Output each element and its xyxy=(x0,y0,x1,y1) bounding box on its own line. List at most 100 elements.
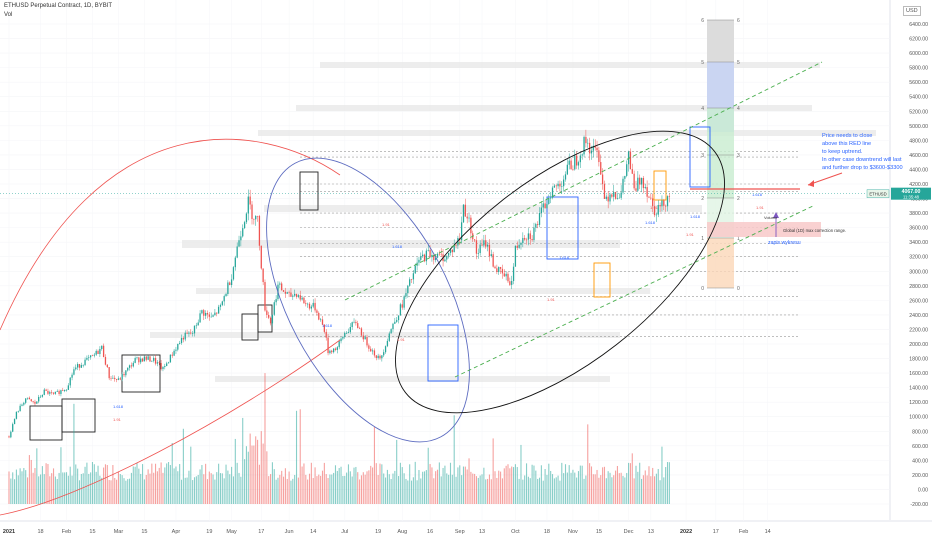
volume-bar xyxy=(338,468,340,504)
candle-body xyxy=(117,378,120,380)
candle-body xyxy=(216,312,218,314)
candle-body xyxy=(179,343,181,344)
volume-bar xyxy=(550,470,552,504)
candle-body xyxy=(477,253,479,254)
volume-bar xyxy=(448,474,450,504)
time-tick-label: 19 xyxy=(206,529,212,535)
candle-body xyxy=(603,184,606,199)
volume-bar xyxy=(659,480,661,504)
volume-bar xyxy=(132,466,134,504)
volume-bar xyxy=(548,463,550,504)
candle-body xyxy=(60,390,62,394)
volume-bar xyxy=(134,466,136,504)
price-tick-label: 5000.00 xyxy=(909,124,928,130)
candle-body xyxy=(611,194,613,197)
support-zone xyxy=(196,288,650,294)
fib-label-blue: 1.618 xyxy=(322,323,333,328)
volume-bar xyxy=(425,470,427,504)
volume-bar xyxy=(108,480,110,504)
candle-body xyxy=(327,337,329,354)
time-tick-label: Apr xyxy=(172,529,181,535)
volume-bar xyxy=(316,476,318,504)
volume-bar xyxy=(533,465,535,504)
volume-bar xyxy=(64,472,66,504)
price-tick-label: 0.00 xyxy=(918,487,928,493)
volume-bar xyxy=(388,474,390,504)
volume-bar xyxy=(401,467,403,504)
candle-body xyxy=(447,252,450,256)
volume-bar xyxy=(516,467,518,504)
candle-body xyxy=(614,191,617,199)
candle-body xyxy=(242,228,244,237)
volume-bar xyxy=(264,373,266,504)
candle-body xyxy=(451,249,453,253)
candle-body xyxy=(481,244,483,246)
time-tick-label: 17 xyxy=(258,529,264,535)
volume-bar xyxy=(522,479,524,504)
candle-body xyxy=(601,174,604,185)
volume-bar xyxy=(359,479,361,504)
time-tick-label: Nov xyxy=(568,529,578,535)
volume-bar xyxy=(136,463,138,504)
candle-body xyxy=(351,322,353,328)
volume-bar xyxy=(628,462,630,504)
candle-body xyxy=(151,360,153,362)
candle-body xyxy=(362,335,364,340)
candle-body xyxy=(475,240,478,254)
fib-level-label: 2 xyxy=(737,196,740,202)
price-tick-label: 2200.00 xyxy=(909,327,928,333)
candle-body xyxy=(349,327,351,332)
volume-bar xyxy=(327,478,329,504)
volume-bar xyxy=(477,477,479,504)
candle-body xyxy=(75,367,77,370)
volume-bar xyxy=(195,476,197,504)
volume-bar xyxy=(368,470,370,504)
volume-bar xyxy=(655,473,657,504)
candle-body xyxy=(550,197,552,199)
volume-bar xyxy=(566,472,568,504)
candle-body xyxy=(93,354,95,356)
volume-bar xyxy=(214,479,216,504)
volume-bar xyxy=(594,474,596,504)
volume-bar xyxy=(206,479,209,504)
candle-body xyxy=(498,266,500,273)
annotation-arrow-head xyxy=(808,180,814,187)
volume-bar xyxy=(600,475,602,504)
annotation-note: to keep uptrend. xyxy=(822,149,863,155)
volume-bar xyxy=(166,463,168,504)
volume-bar xyxy=(49,476,51,504)
volume-bar xyxy=(666,462,669,504)
candle-body xyxy=(460,222,463,241)
fib-zone-green xyxy=(707,108,734,198)
currency-button[interactable]: USD xyxy=(903,6,921,16)
volume-bar xyxy=(17,475,19,504)
volume-bar xyxy=(75,464,77,504)
volume-bar xyxy=(631,453,633,504)
fib-label-red: 1.91 xyxy=(382,222,391,227)
candle-body xyxy=(600,162,602,175)
candle-body xyxy=(329,350,331,354)
price-tick-label: 5800.00 xyxy=(909,66,928,72)
candle-body xyxy=(182,338,185,340)
candle-body xyxy=(273,302,275,315)
volume-bar xyxy=(525,463,528,504)
volume-bar xyxy=(583,478,585,504)
candle-body xyxy=(73,369,75,375)
candle-body xyxy=(542,203,544,208)
volume-bar xyxy=(385,477,387,504)
volume-bar xyxy=(585,475,587,504)
candle-body xyxy=(268,314,270,318)
candle-body xyxy=(41,394,44,397)
candle-body xyxy=(253,218,255,220)
volume-bar xyxy=(657,469,659,504)
volume-bar xyxy=(635,465,637,504)
candle-body xyxy=(316,310,318,313)
volume-bar xyxy=(464,466,466,504)
volume-bar xyxy=(221,473,223,504)
candle-body xyxy=(397,315,400,321)
volume-bar xyxy=(524,475,526,504)
candle-body xyxy=(574,155,576,170)
candle-body xyxy=(522,237,524,244)
